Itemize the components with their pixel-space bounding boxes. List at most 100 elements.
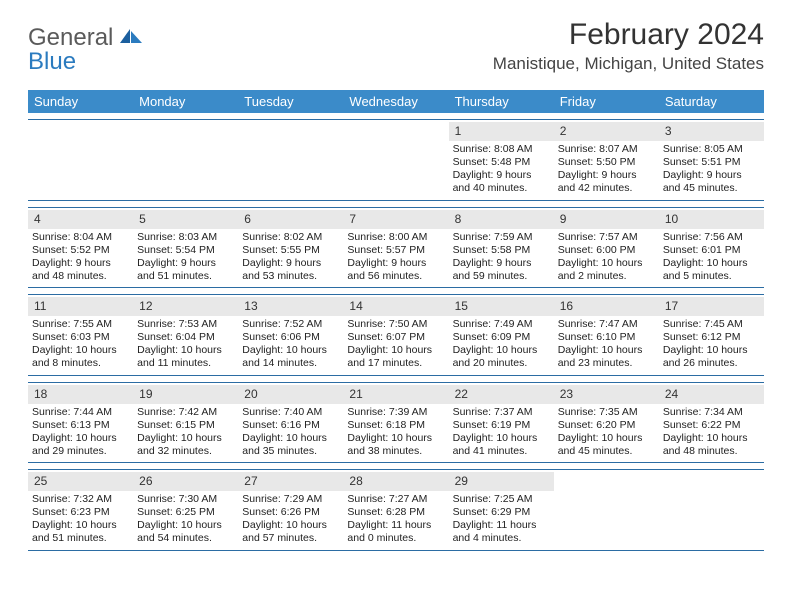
cell-info-line: Daylight: 10 hours [32,344,129,357]
day-header-cell: Wednesday [343,90,448,113]
cell-info-line: Sunrise: 7:34 AM [663,406,760,419]
logo-word2: Blue [28,48,76,75]
cell-info-line: and 32 minutes. [137,445,234,458]
cell-info-line: Sunset: 6:18 PM [347,419,444,432]
calendar-cell-empty [28,120,133,200]
week-row: 11Sunrise: 7:55 AMSunset: 6:03 PMDayligh… [28,294,764,376]
date-number: 18 [28,385,133,404]
weeks-container: 1Sunrise: 8:08 AMSunset: 5:48 PMDaylight… [28,119,764,551]
cell-info-line: Daylight: 10 hours [32,519,129,532]
week-row: 18Sunrise: 7:44 AMSunset: 6:13 PMDayligh… [28,382,764,464]
calendar-cell: 17Sunrise: 7:45 AMSunset: 6:12 PMDayligh… [659,295,764,375]
calendar-cell: 11Sunrise: 7:55 AMSunset: 6:03 PMDayligh… [28,295,133,375]
calendar-cell: 5Sunrise: 8:03 AMSunset: 5:54 PMDaylight… [133,208,238,288]
date-number: 3 [659,122,764,141]
day-header-cell: Sunday [28,90,133,113]
cell-info-line: Sunset: 6:01 PM [663,244,760,257]
date-number: 20 [238,385,343,404]
cell-info-line: and 41 minutes. [453,445,550,458]
cell-info-line: Daylight: 10 hours [347,432,444,445]
date-number: 23 [554,385,659,404]
date-number: 25 [28,472,133,491]
cell-info-line: Sunset: 6:19 PM [453,419,550,432]
cell-info-line: Sunrise: 7:59 AM [453,231,550,244]
cell-info-line: Sunrise: 7:27 AM [347,493,444,506]
date-number: 21 [343,385,448,404]
cell-info-line: and 23 minutes. [558,357,655,370]
calendar-cell-empty [659,470,764,550]
calendar-cell: 24Sunrise: 7:34 AMSunset: 6:22 PMDayligh… [659,383,764,463]
date-number: 11 [28,297,133,316]
cell-info-line: Daylight: 9 hours [453,257,550,270]
cell-info-line: Sunset: 6:09 PM [453,331,550,344]
cell-info-line: Sunrise: 7:40 AM [242,406,339,419]
calendar-cell: 26Sunrise: 7:30 AMSunset: 6:25 PMDayligh… [133,470,238,550]
date-number: 1 [449,122,554,141]
title-block: February 2024 Manistique, Michigan, Unit… [493,18,764,74]
cell-info-line: Sunset: 6:10 PM [558,331,655,344]
calendar-cell: 12Sunrise: 7:53 AMSunset: 6:04 PMDayligh… [133,295,238,375]
logo: General Blue [28,26,142,74]
cell-info-line: Sunrise: 7:37 AM [453,406,550,419]
cell-info-line: Sunrise: 8:07 AM [558,143,655,156]
cell-info-line: Sunrise: 7:45 AM [663,318,760,331]
cell-info-line: Sunset: 5:55 PM [242,244,339,257]
cell-info-line: and 42 minutes. [558,182,655,195]
cell-info-line: Sunset: 6:22 PM [663,419,760,432]
header: General Blue February 2024 Manistique, M… [0,0,792,80]
cell-info-line: and 59 minutes. [453,270,550,283]
cell-info-line: Sunset: 6:12 PM [663,331,760,344]
day-header-cell: Monday [133,90,238,113]
cell-info-line: and 56 minutes. [347,270,444,283]
calendar-cell: 6Sunrise: 8:02 AMSunset: 5:55 PMDaylight… [238,208,343,288]
cell-info-line: and 26 minutes. [663,357,760,370]
cell-info-line: Daylight: 10 hours [558,257,655,270]
date-number: 14 [343,297,448,316]
calendar-cell: 7Sunrise: 8:00 AMSunset: 5:57 PMDaylight… [343,208,448,288]
cell-info-line: Sunset: 5:54 PM [137,244,234,257]
cell-info-line: Daylight: 9 hours [663,169,760,182]
cell-info-line: Sunrise: 7:56 AM [663,231,760,244]
cell-info-line: Daylight: 10 hours [663,257,760,270]
cell-info-line: Sunset: 6:20 PM [558,419,655,432]
cell-info-line: and 51 minutes. [137,270,234,283]
cell-info-line: Sunset: 6:15 PM [137,419,234,432]
cell-info-line: and 29 minutes. [32,445,129,458]
cell-info-line: Sunrise: 8:05 AM [663,143,760,156]
cell-info-line: Sunset: 5:48 PM [453,156,550,169]
cell-info-line: Daylight: 10 hours [558,344,655,357]
cell-info-line: Sunrise: 7:53 AM [137,318,234,331]
cell-info-line: Sunrise: 8:08 AM [453,143,550,156]
calendar-cell: 10Sunrise: 7:56 AMSunset: 6:01 PMDayligh… [659,208,764,288]
date-number: 13 [238,297,343,316]
date-number: 19 [133,385,238,404]
month-title: February 2024 [493,18,764,52]
cell-info-line: Daylight: 11 hours [347,519,444,532]
calendar-cell-empty [133,120,238,200]
calendar-cell: 22Sunrise: 7:37 AMSunset: 6:19 PMDayligh… [449,383,554,463]
cell-info-line: Sunset: 6:13 PM [32,419,129,432]
date-number: 28 [343,472,448,491]
cell-info-line: Daylight: 9 hours [453,169,550,182]
cell-info-line: and 51 minutes. [32,532,129,545]
date-number: 22 [449,385,554,404]
cell-info-line: Sunrise: 7:50 AM [347,318,444,331]
calendar-cell: 3Sunrise: 8:05 AMSunset: 5:51 PMDaylight… [659,120,764,200]
cell-info-line: Daylight: 10 hours [242,519,339,532]
cell-info-line: Daylight: 10 hours [242,344,339,357]
cell-info-line: and 8 minutes. [32,357,129,370]
calendar-cell: 15Sunrise: 7:49 AMSunset: 6:09 PMDayligh… [449,295,554,375]
cell-info-line: Sunset: 6:28 PM [347,506,444,519]
calendar-cell: 8Sunrise: 7:59 AMSunset: 5:58 PMDaylight… [449,208,554,288]
cell-info-line: Sunset: 5:50 PM [558,156,655,169]
cell-info-line: Sunrise: 7:39 AM [347,406,444,419]
cell-info-line: and 17 minutes. [347,357,444,370]
cell-info-line: Daylight: 10 hours [453,344,550,357]
date-number: 15 [449,297,554,316]
calendar-cell: 4Sunrise: 8:04 AMSunset: 5:52 PMDaylight… [28,208,133,288]
date-number: 8 [449,210,554,229]
day-header-cell: Saturday [659,90,764,113]
calendar-cell: 13Sunrise: 7:52 AMSunset: 6:06 PMDayligh… [238,295,343,375]
cell-info-line: Sunset: 6:07 PM [347,331,444,344]
cell-info-line: Daylight: 9 hours [137,257,234,270]
